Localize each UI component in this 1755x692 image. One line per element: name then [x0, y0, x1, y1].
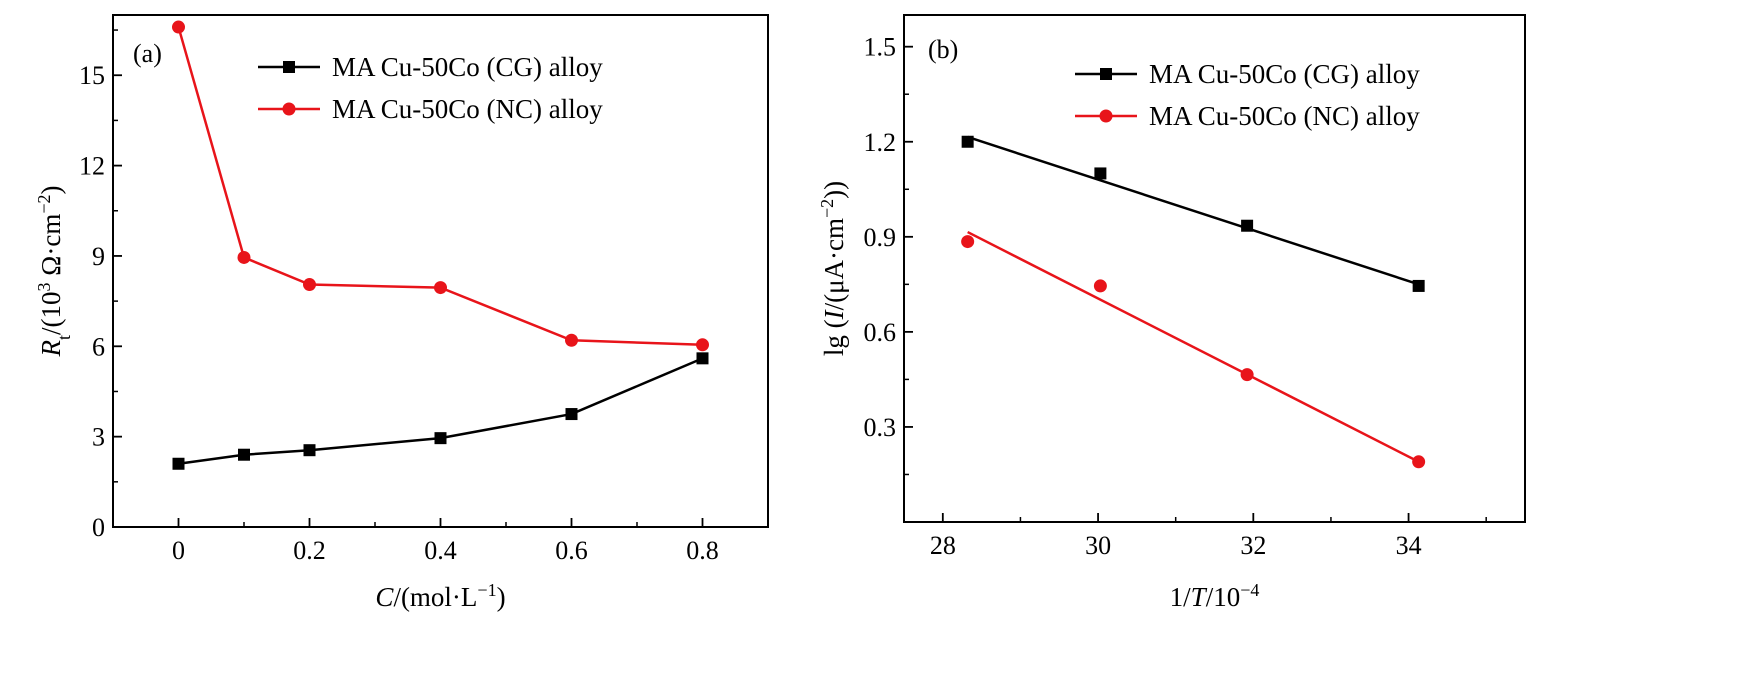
data-point: [303, 444, 316, 457]
x-tick-label: 0: [172, 536, 185, 565]
data-point: [696, 338, 709, 352]
legend-marker: [282, 102, 296, 116]
series-cg: [172, 352, 709, 470]
series-cg: [961, 135, 1425, 292]
x-tick-label: 32: [1240, 531, 1266, 560]
data-point: [696, 352, 709, 365]
chart-panel-a: 0 0.2 0.4 0.6 0.8 0 3 6 9 12 15 C/(mol·L−1) Rt/(103 …: [34, 14, 769, 612]
y-tick-label: 1.2: [864, 128, 897, 157]
x-tick-label: 0.6: [555, 536, 588, 565]
series-line: [177, 26, 703, 347]
x-tick-label: 28: [930, 531, 956, 560]
data-point: [565, 408, 578, 421]
legend-label: MA Cu-50Co (CG) alloy: [332, 52, 603, 82]
y-axis-title: lg (I/(μA·cm−2)): [817, 181, 849, 356]
legend-marker: [1100, 68, 1112, 80]
data-point: [172, 20, 185, 34]
y-tick-label: 0.9: [864, 223, 897, 252]
data-point: [1240, 368, 1254, 382]
data-point: [434, 432, 447, 445]
x-tick-label: 0.8: [686, 536, 719, 565]
x-tick-label: 30: [1085, 531, 1111, 560]
panel-label: (b): [928, 35, 958, 64]
panel-label: (a): [133, 39, 162, 68]
legend-label: MA Cu-50Co (NC) alloy: [332, 94, 603, 124]
x-axis-title: C/(mol·L−1): [375, 580, 505, 612]
x-tick-label: 0.2: [293, 536, 326, 565]
x-tick-label: 34: [1396, 531, 1422, 560]
data-point: [238, 448, 250, 461]
y-tick-label: 0: [92, 513, 105, 542]
y-axis-title: Rt/(103 Ω·cm−2): [34, 186, 74, 358]
data-point: [172, 457, 185, 470]
data-point: [961, 135, 974, 148]
data-point: [237, 250, 251, 264]
y-tick-label: 12: [79, 152, 105, 181]
legend-entry: MA Cu-50Co (NC) alloy: [258, 94, 603, 124]
data-point: [1241, 219, 1254, 232]
y-tick-label: 9: [92, 242, 105, 271]
y-tick-label: 0.3: [864, 413, 897, 442]
legend-label: MA Cu-50Co (CG) alloy: [1149, 59, 1420, 89]
legend-entry: MA Cu-50Co (CG) alloy: [1075, 59, 1420, 89]
legend-marker: [283, 61, 295, 73]
chart-panel-b: 28 30 32 34 0.3 0.6 0.9 1.2 1.5 1/T/10−4 lg (I/(μA…: [817, 14, 1526, 612]
legend-label: MA Cu-50Co (NC) alloy: [1149, 101, 1420, 131]
plot-frame: [112, 14, 769, 528]
legend-marker: [1099, 109, 1113, 123]
y-tick-label: 0.6: [864, 318, 897, 347]
legend-entry: MA Cu-50Co (CG) alloy: [258, 52, 603, 82]
data-point: [565, 333, 578, 347]
data-point: [1412, 279, 1425, 292]
x-tick-label: 0.4: [424, 536, 457, 565]
data-point: [434, 281, 447, 295]
y-tick-label: 1.5: [864, 33, 897, 62]
series-nc: [172, 20, 709, 352]
data-point: [1412, 455, 1426, 469]
plot-frame: [903, 14, 1526, 523]
data-point: [303, 278, 316, 292]
y-tick-label: 3: [92, 423, 105, 452]
data-point: [961, 235, 975, 249]
series-line: [178, 357, 703, 465]
legend-entry: MA Cu-50Co (NC) alloy: [1075, 101, 1420, 131]
data-point: [1094, 167, 1107, 180]
fit-line: [967, 230, 1420, 463]
x-axis-title: 1/T/10−4: [1170, 580, 1260, 612]
y-tick-label: 15: [79, 61, 105, 90]
series-nc: [961, 230, 1426, 469]
data-point: [1093, 279, 1107, 293]
fit-line: [967, 135, 1420, 286]
y-tick-label: 6: [92, 332, 105, 361]
